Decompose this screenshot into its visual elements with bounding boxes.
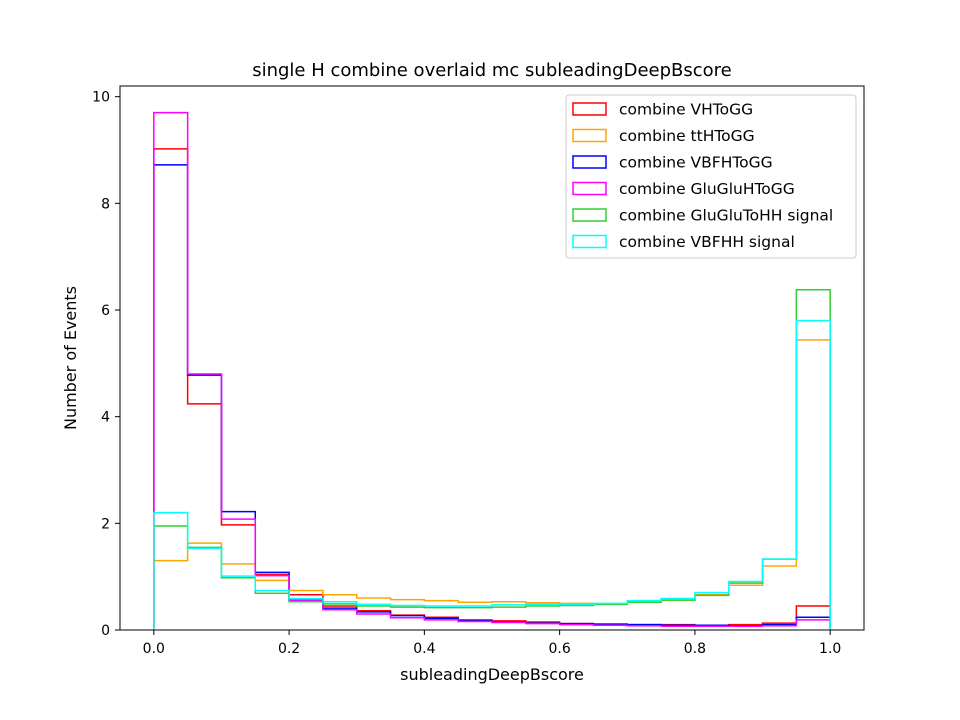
legend-label: combine ttHToGG [619, 127, 755, 145]
y-axis-label: Number of Events [61, 286, 80, 430]
x-tick-label: 0.8 [684, 641, 706, 657]
x-axis-label: subleadingDeepBscore [400, 665, 584, 684]
x-tick-label: 0.4 [413, 641, 435, 657]
x-tick-label: 1.0 [819, 641, 841, 657]
y-tick-label: 10 [92, 90, 110, 106]
legend-swatch [572, 208, 607, 222]
legend-swatch [572, 181, 607, 196]
legend-swatch [572, 234, 607, 249]
y-tick-label: 2 [101, 516, 110, 532]
series-5-step-line [153, 319, 831, 630]
legend-label: combine GluGluToHH signal [619, 207, 833, 225]
chart-title: single H combine overlaid mc subleadingD… [252, 60, 732, 81]
legend-label: combine VBFHToGG [619, 154, 773, 172]
x-tick-label: 0.6 [549, 641, 571, 657]
legend-label: combine VHToGG [619, 101, 753, 119]
legend: combine VHToGG combine ttHToGG combine VBF… [565, 94, 857, 259]
legend-swatch [572, 102, 607, 116]
legend-swatch [572, 155, 607, 169]
y-axis: 0 2 4 6 8 10 [92, 90, 120, 639]
legend-swatch [572, 128, 607, 143]
series-layer [153, 111, 831, 630]
series-3-step-line [153, 111, 831, 630]
legend-label: combine GluGluHToGG [619, 180, 795, 198]
y-tick-label: 8 [101, 196, 110, 212]
plot-frame [119, 85, 865, 631]
y-tick-label: 6 [101, 303, 110, 319]
y-tick-label: 4 [101, 410, 110, 426]
legend-box [565, 94, 857, 259]
y-tick-label: 0 [101, 623, 110, 639]
legend-label: combine VBFHH signal [619, 233, 795, 251]
x-tick-label: 0.2 [278, 641, 300, 657]
x-tick-label: 0.0 [143, 641, 165, 657]
x-axis: 0.0 0.2 0.4 0.6 0.8 1.0 [143, 630, 841, 657]
